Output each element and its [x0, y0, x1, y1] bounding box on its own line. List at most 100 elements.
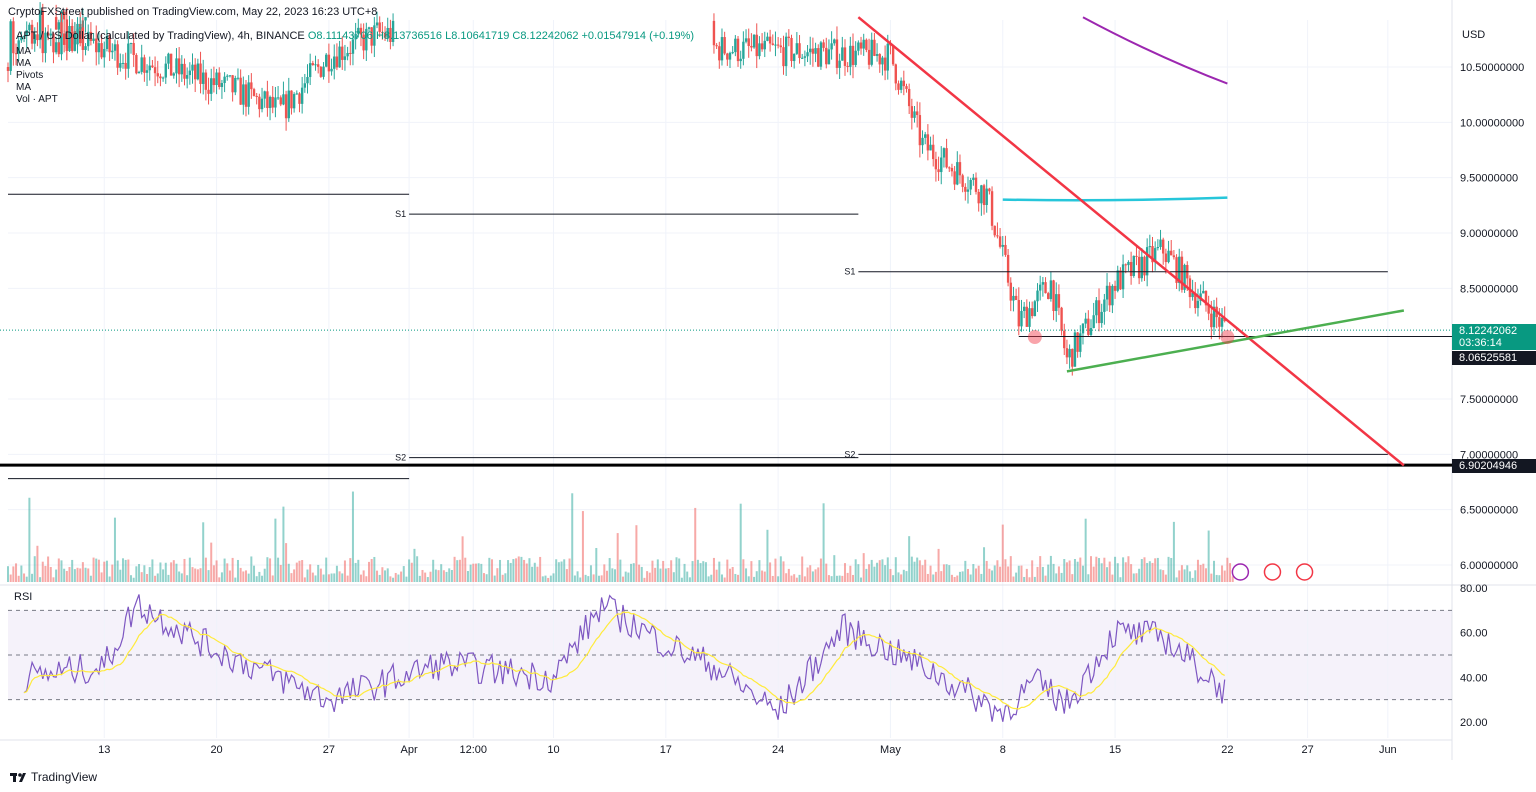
candle-body [108, 35, 111, 53]
candle-body [271, 96, 274, 108]
candle-body [1218, 317, 1221, 327]
volume-bar [1049, 555, 1052, 582]
volume-bar [817, 567, 820, 582]
candle-body [932, 144, 935, 160]
volume-bar [576, 571, 579, 582]
volume-bar [523, 559, 526, 582]
volume-bar [491, 559, 494, 582]
candle-body [330, 68, 333, 72]
candle-body [747, 38, 750, 46]
candle-body [878, 54, 881, 65]
volume-bar [480, 563, 483, 582]
tradingview-brand[interactable]: TradingView [10, 770, 97, 784]
volume-bar [611, 568, 614, 582]
volume-bar [980, 573, 983, 582]
candle-body [351, 39, 355, 54]
candle-body [298, 93, 301, 104]
volume-bar [159, 562, 162, 582]
rsi-title: RSI [14, 591, 32, 603]
candle-body [774, 44, 777, 46]
marker-circle-2 [1220, 330, 1235, 345]
candle-body [1210, 313, 1213, 328]
volume-bar [351, 491, 354, 582]
volume-bar [969, 574, 972, 582]
volume-bar [672, 572, 675, 582]
volume-bar [47, 556, 50, 582]
candle-body [1129, 261, 1133, 276]
volume-bar [910, 556, 913, 582]
candle-body [964, 186, 967, 192]
volume-bar [1146, 562, 1149, 582]
candle-body [980, 185, 983, 204]
volume-bar [1017, 565, 1020, 582]
volume-bar [282, 506, 285, 582]
volume-bar [1092, 566, 1095, 582]
volume-bar [236, 559, 239, 582]
volume-bar [1180, 565, 1183, 582]
candle-body [779, 45, 783, 48]
volume-bar [119, 569, 122, 582]
volume-bar [1114, 556, 1117, 582]
candle-body [22, 36, 26, 38]
time-tick-1: 20 [210, 744, 222, 756]
volume-bar [742, 559, 745, 582]
volume-bar [843, 563, 846, 582]
candle-body [199, 63, 202, 84]
volume-bar [41, 561, 44, 582]
volume-bar [694, 507, 697, 582]
event-lightning-icon [1231, 563, 1250, 581]
volume-bar [886, 557, 889, 582]
candle-body [46, 32, 50, 36]
volume-bar [892, 575, 895, 582]
candle-body [787, 36, 791, 38]
volume-bar [1167, 556, 1170, 582]
volume-bar [31, 573, 34, 582]
candle-body [215, 72, 218, 86]
candle-body [846, 65, 849, 67]
candle-body [825, 47, 828, 65]
indicator-legend-ma2[interactable]: MA [16, 58, 31, 69]
candle-body [92, 38, 95, 41]
candle-body [1145, 247, 1149, 276]
volume-bar [1116, 563, 1119, 582]
volume-bar [806, 567, 809, 582]
volume-bar [499, 559, 502, 582]
volume-bar [194, 568, 197, 582]
volume-bar [376, 570, 379, 582]
volume-bar [408, 559, 411, 582]
volume-bar [988, 568, 991, 582]
candle-body [934, 159, 938, 170]
volume-bar [290, 573, 293, 582]
volume-bar [560, 561, 563, 582]
candle-body [763, 40, 766, 50]
candle-body [768, 36, 772, 44]
volume-bar [696, 559, 699, 582]
volume-bar [196, 569, 199, 582]
candle-body [977, 191, 980, 204]
price-tick-4: 8.50000000 [1460, 283, 1518, 295]
volume-bar [218, 577, 221, 582]
volume-bar [712, 557, 715, 582]
volume-bar [416, 556, 419, 582]
candle-body [833, 39, 836, 44]
volume-bar [1060, 572, 1063, 582]
candle-body [279, 97, 282, 105]
time-tick-3: Apr [401, 744, 418, 756]
candle-body [255, 95, 258, 97]
volume-bar [1073, 559, 1076, 582]
indicator-legend-volume[interactable]: Vol · APT [16, 94, 58, 105]
candle-body [899, 80, 903, 90]
volume-bar [341, 573, 344, 582]
candle-body [809, 48, 812, 53]
candle-body [303, 83, 307, 88]
indicator-legend-pivots[interactable]: Pivots [16, 70, 44, 81]
volume-bar [747, 576, 750, 582]
candle-body [143, 57, 146, 73]
volume-group [7, 491, 1234, 582]
indicator-legend-ma1[interactable]: MA [16, 46, 31, 57]
candle-body [161, 77, 165, 79]
indicator-legend-ma3[interactable]: MA [16, 82, 31, 93]
candle-body [196, 63, 200, 80]
volume-bar [993, 565, 996, 582]
